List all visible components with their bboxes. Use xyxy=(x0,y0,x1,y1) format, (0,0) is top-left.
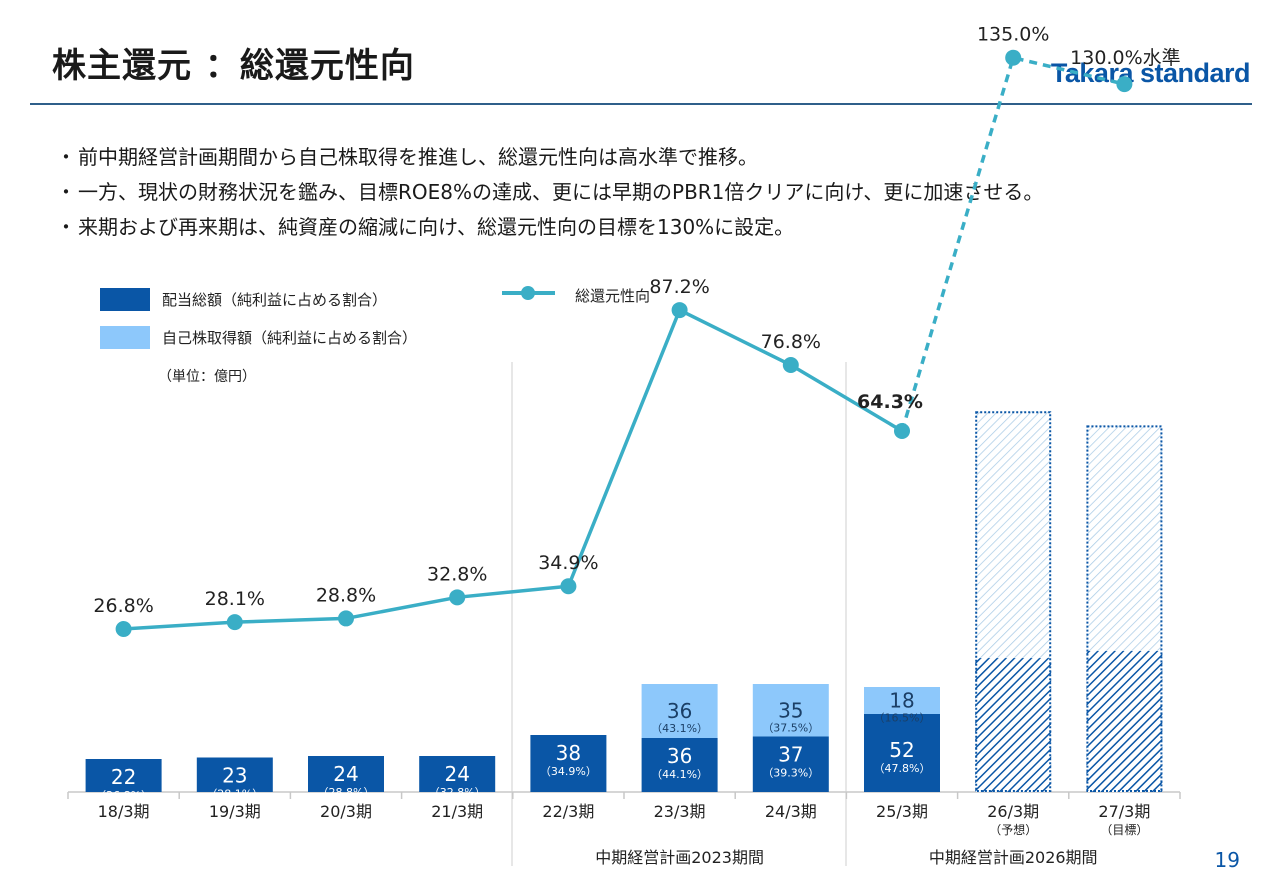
line-total-return-actual xyxy=(123,307,903,631)
category-note: （予想） xyxy=(989,822,1037,837)
dividend-value-label: 24 xyxy=(444,762,469,786)
bar-dividend xyxy=(752,736,829,792)
category-label: 21/3期 xyxy=(431,802,483,821)
legend-label-line: 総還元性向 xyxy=(575,287,650,305)
line-value-label: 64.3% xyxy=(857,391,923,413)
line-point xyxy=(1116,76,1133,93)
legend-label-buyback: 自己株取得額（純利益に占める割合） xyxy=(162,329,417,347)
category-label: 27/3期 xyxy=(1098,802,1150,821)
bar-dividend xyxy=(196,757,273,792)
buyback-value-label: 36 xyxy=(667,699,692,723)
line-point xyxy=(1005,49,1022,66)
forecast-bar-buyback xyxy=(1086,425,1163,651)
period-label: 中期経営計画2026期間 xyxy=(929,848,1098,867)
dividend-value-label: 22 xyxy=(111,765,136,789)
line-point xyxy=(894,422,910,439)
bar-buyback xyxy=(752,684,829,737)
dividend-value-label: 37 xyxy=(778,743,803,767)
dividend-ratio-label: （44.1%） xyxy=(651,768,708,781)
bar-dividend xyxy=(308,756,384,792)
bullet-list: 前中期経営計画期間から自己株取得を推進し、総還元性向は高水準で推移。 一方、現状… xyxy=(56,140,1043,245)
line-value-label: 28.1% xyxy=(205,588,265,610)
buyback-ratio-label: （16.5%） xyxy=(874,712,931,725)
category-label: 25/3期 xyxy=(876,802,928,821)
buyback-ratio-label: （43.1%） xyxy=(651,722,708,735)
bar-dividend xyxy=(530,735,607,792)
category-label: 23/3期 xyxy=(654,802,706,821)
line-value-label: 135.0% xyxy=(977,24,1049,46)
legend-swatch-dividend xyxy=(100,288,150,311)
buyback-value-label: 35 xyxy=(778,698,803,722)
forecast-bar-outline xyxy=(975,411,1052,792)
line-total-return-forecast xyxy=(900,55,1125,432)
bar-dividend xyxy=(85,759,162,792)
category-label: 18/3期 xyxy=(98,802,150,821)
line-value-label: 76.8% xyxy=(761,331,821,353)
forecast-bar-dividend xyxy=(1086,651,1163,792)
bar-dividend xyxy=(864,714,940,792)
dividend-value-label: 23 xyxy=(222,764,247,788)
buyback-ratio-label: （37.5%） xyxy=(762,721,819,734)
line-point xyxy=(338,610,354,627)
dividend-value-label: 38 xyxy=(556,741,581,765)
line-value-label: 26.8% xyxy=(93,595,153,617)
category-label: 22/3期 xyxy=(542,802,594,821)
bar-buyback xyxy=(641,684,718,738)
bar-dividend xyxy=(419,756,496,792)
line-value-label: 130.0%水準 xyxy=(1070,47,1180,69)
page-title: 株主還元 ：総還元性向 xyxy=(52,46,415,86)
unit-label: （単位：億円） xyxy=(158,369,256,385)
bullet-item: 前中期経営計画期間から自己株取得を推進し、総還元性向は高水準で推移。 xyxy=(56,140,1043,175)
dividend-ratio-label: （28.8%） xyxy=(318,786,375,799)
forecast-bar-outline xyxy=(1086,425,1163,792)
category-label: 20/3期 xyxy=(320,802,372,821)
category-note: （目標） xyxy=(1100,823,1148,837)
legend-swatch-buyback xyxy=(100,326,150,349)
forecast-bar-dividend xyxy=(975,658,1052,792)
category-label: 19/3期 xyxy=(209,802,261,821)
category-label: 26/3期 xyxy=(987,802,1039,821)
dividend-value-label: 24 xyxy=(333,762,358,786)
line-point xyxy=(671,302,688,319)
line-point xyxy=(226,614,243,631)
bar-buyback xyxy=(864,687,940,714)
period-label: 中期経営計画2023期間 xyxy=(595,848,764,867)
title-divider xyxy=(30,103,1252,105)
legend-label-dividend: 配当総額（純利益に占める割合） xyxy=(162,291,387,309)
dividend-ratio-label: （39.3%） xyxy=(762,767,819,780)
dividend-ratio-label: （26.8%） xyxy=(95,789,152,802)
dividend-ratio-label: （28.1%） xyxy=(206,788,263,801)
dividend-ratio-label: （34.9%） xyxy=(540,765,597,778)
category-label: 24/3期 xyxy=(765,802,817,821)
dividend-value-label: 52 xyxy=(889,738,914,762)
line-value-label: 87.2% xyxy=(649,276,709,298)
line-point xyxy=(449,589,466,606)
line-point xyxy=(560,578,577,595)
dividend-ratio-label: （32.8%） xyxy=(429,786,486,799)
bar-dividend xyxy=(641,738,718,792)
line-value-label: 28.8% xyxy=(316,584,376,606)
bullet-item: 来期および再来期は、純資産の縮減に向け、総還元性向の目標を130%に設定。 xyxy=(56,210,1043,245)
dividend-ratio-label: （47.8%） xyxy=(874,762,931,775)
line-value-label: 32.8% xyxy=(427,563,487,585)
line-value-label: 34.9% xyxy=(538,552,598,574)
page-number: 19 xyxy=(1214,848,1240,872)
line-point xyxy=(115,620,132,637)
forecast-bar-buyback xyxy=(975,411,1052,659)
buyback-value-label: 18 xyxy=(889,689,914,713)
bullet-item: 一方、現状の財務状況を鑑み、目標ROE8%の達成、更には早期のPBR1倍クリアに… xyxy=(56,175,1043,210)
line-point xyxy=(782,356,799,373)
dividend-value-label: 36 xyxy=(667,744,692,768)
legend-line-marker xyxy=(521,286,535,300)
